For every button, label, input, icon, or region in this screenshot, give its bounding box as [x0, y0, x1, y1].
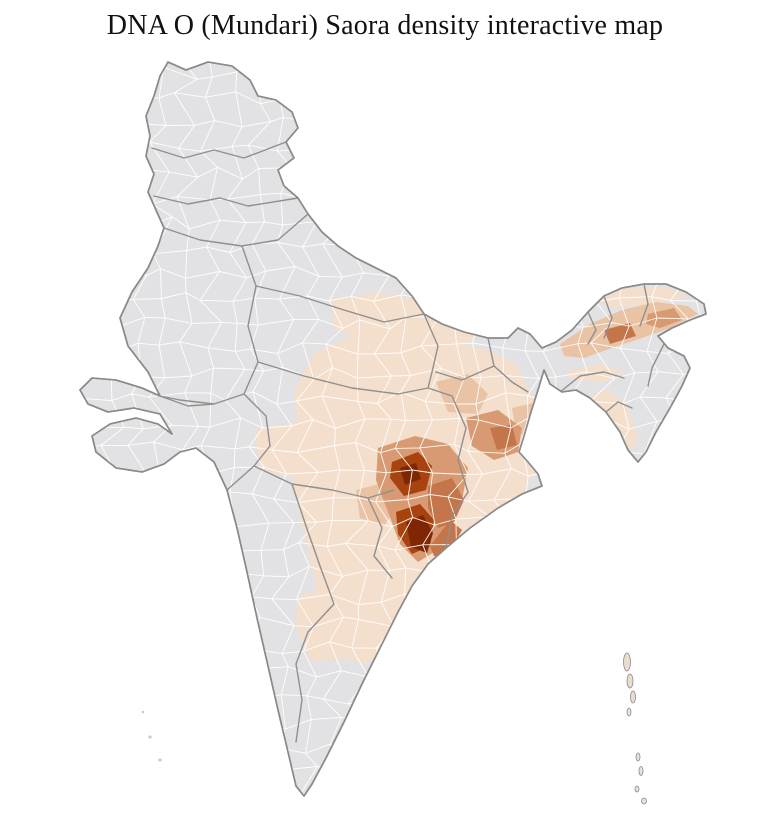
density-region-core-darkest-coastal[interactable] — [406, 515, 433, 553]
lakshadweep-islands — [141, 710, 162, 762]
india-outer-border — [79, 61, 707, 797]
island[interactable] — [626, 707, 632, 717]
andaman-nicobar-islands[interactable] — [623, 652, 647, 805]
page-title: DNA O (Mundari) Saora density interactiv… — [106, 10, 664, 41]
island[interactable] — [630, 690, 636, 704]
density-region-up-bihar-patch[interactable] — [332, 292, 478, 348]
island-dot — [158, 758, 162, 762]
island[interactable] — [635, 752, 641, 762]
island-dot — [148, 735, 152, 739]
island[interactable] — [634, 785, 640, 793]
density-region-south-interior-patch[interactable] — [296, 586, 354, 662]
island[interactable] — [641, 797, 647, 805]
density-region-odisha-coast-strip[interactable] — [430, 520, 462, 558]
density-region-arunachal-strip[interactable] — [600, 287, 688, 308]
island[interactable] — [638, 766, 644, 776]
state-borders — [151, 141, 673, 743]
island[interactable] — [626, 673, 634, 689]
island[interactable] — [623, 652, 631, 672]
density-region-core-darkest-upper[interactable] — [400, 463, 421, 485]
island-dot — [141, 710, 145, 714]
